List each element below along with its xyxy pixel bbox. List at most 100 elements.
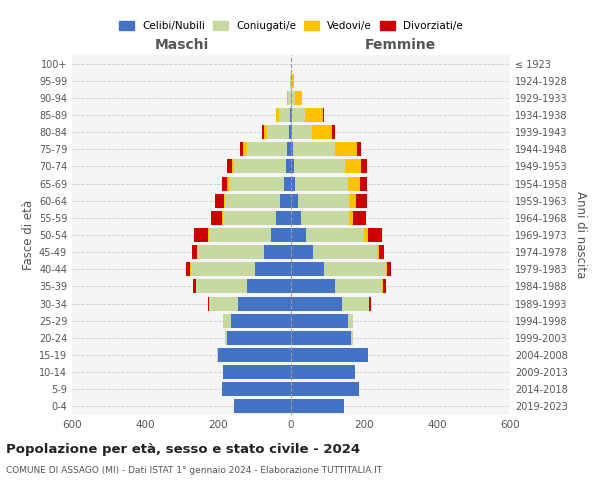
Bar [277,108,280,122]
Bar [368,228,382,242]
Bar [291,365,355,379]
Bar [345,160,361,173]
Bar [347,176,361,190]
Bar [208,296,209,310]
Bar [226,194,280,207]
Bar [291,348,368,362]
Bar [291,314,347,328]
Y-axis label: Fasce di età: Fasce di età [22,200,35,270]
Bar [291,262,324,276]
Bar [194,228,208,242]
Bar [370,296,371,310]
Bar [196,280,247,293]
Bar [262,125,263,139]
Bar [247,280,291,293]
Bar [291,176,295,190]
Bar [215,194,224,207]
Bar [223,365,291,379]
Bar [361,160,367,173]
Bar [275,108,277,122]
Bar [289,125,291,139]
Bar [227,160,232,173]
Bar [223,211,277,225]
Bar [356,194,367,207]
Bar [313,245,377,259]
Bar [217,348,218,362]
Bar [290,74,291,88]
Bar [298,194,349,207]
Bar [290,108,291,122]
Y-axis label: Anni di nascita: Anni di nascita [574,192,587,278]
Bar [323,108,324,122]
Bar [349,194,356,207]
Bar [387,262,391,276]
Bar [386,262,387,276]
Bar [231,314,291,328]
Bar [247,142,287,156]
Bar [377,245,379,259]
Bar [218,348,291,362]
Bar [186,262,190,276]
Bar [294,160,345,173]
Legend: Celibi/Nubili, Coniugati/e, Vedovi/e, Divorziati/e: Celibi/Nubili, Coniugati/e, Vedovi/e, Di… [115,17,467,36]
Bar [364,228,368,242]
Bar [291,160,294,173]
Bar [193,280,196,293]
Bar [263,245,291,259]
Bar [235,160,286,173]
Bar [291,400,344,413]
Bar [382,280,383,293]
Bar [208,228,209,242]
Bar [291,280,335,293]
Bar [383,280,386,293]
Bar [349,211,353,225]
Bar [292,108,305,122]
Bar [286,160,291,173]
Bar [291,331,351,345]
Text: Maschi: Maschi [154,38,209,52]
Bar [229,176,284,190]
Bar [291,142,293,156]
Bar [332,125,335,139]
Bar [353,211,366,225]
Bar [224,194,226,207]
Bar [197,245,198,259]
Bar [243,142,247,156]
Bar [284,176,291,190]
Bar [305,108,323,122]
Bar [209,228,271,242]
Bar [280,194,291,207]
Bar [271,228,291,242]
Bar [356,142,361,156]
Bar [347,314,353,328]
Bar [379,245,384,259]
Bar [287,142,291,156]
Bar [227,331,291,345]
Bar [254,262,291,276]
Bar [291,211,301,225]
Bar [277,211,291,225]
Bar [240,142,243,156]
Bar [291,382,359,396]
Bar [291,74,292,88]
Bar [361,176,367,190]
Bar [198,245,263,259]
Bar [351,331,353,345]
Bar [223,314,231,328]
Text: Popolazione per età, sesso e stato civile - 2024: Popolazione per età, sesso e stato civil… [6,442,360,456]
Bar [221,382,291,396]
Bar [291,108,292,122]
Bar [221,176,227,190]
Bar [227,176,229,190]
Bar [191,262,254,276]
Bar [232,160,235,173]
Bar [291,296,342,310]
Bar [291,125,292,139]
Bar [295,176,347,190]
Bar [324,262,386,276]
Bar [295,91,302,105]
Bar [291,228,305,242]
Bar [312,125,332,139]
Bar [209,296,238,310]
Bar [335,142,356,156]
